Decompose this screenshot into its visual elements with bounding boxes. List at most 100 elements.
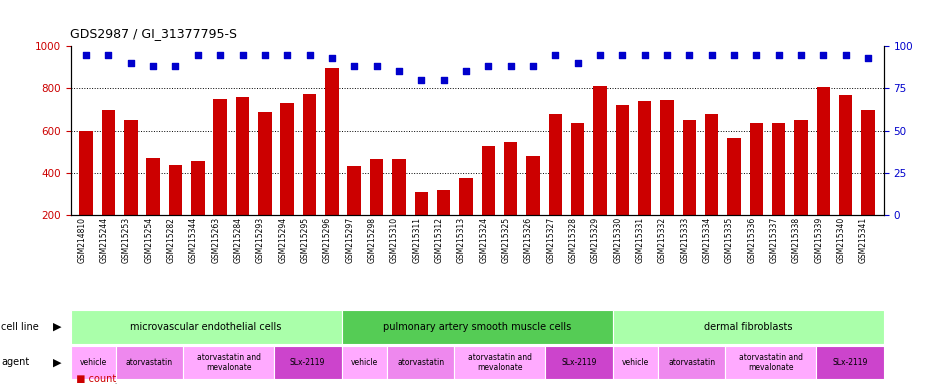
Bar bbox=[341, 310, 613, 344]
Text: ■ count: ■ count bbox=[70, 374, 117, 384]
Bar bbox=[325, 68, 338, 257]
Bar bbox=[70, 346, 116, 379]
Text: GSM215311: GSM215311 bbox=[413, 217, 421, 263]
Text: GSM215296: GSM215296 bbox=[322, 217, 332, 263]
Point bbox=[414, 77, 429, 83]
Text: GSM215328: GSM215328 bbox=[569, 217, 577, 263]
Bar bbox=[705, 114, 718, 257]
Text: atorvastatin: atorvastatin bbox=[397, 358, 444, 367]
Text: GSM215325: GSM215325 bbox=[502, 217, 510, 263]
Point bbox=[436, 77, 451, 83]
Text: SLx-2119: SLx-2119 bbox=[290, 358, 325, 367]
Point bbox=[212, 51, 227, 58]
Text: GSM215335: GSM215335 bbox=[725, 217, 734, 263]
Bar bbox=[454, 346, 545, 379]
Point bbox=[79, 51, 94, 58]
Text: GSM215329: GSM215329 bbox=[591, 217, 600, 263]
Point bbox=[525, 63, 540, 70]
Bar bbox=[613, 346, 658, 379]
Bar bbox=[70, 310, 341, 344]
Text: atorvastatin and
mevalonate: atorvastatin and mevalonate bbox=[467, 353, 532, 372]
Bar bbox=[437, 190, 450, 257]
Text: count: count bbox=[91, 383, 118, 384]
Bar bbox=[348, 167, 361, 257]
Bar bbox=[794, 121, 807, 257]
Text: GSM215254: GSM215254 bbox=[144, 217, 153, 263]
Bar bbox=[459, 178, 473, 257]
Bar bbox=[571, 122, 585, 257]
Bar bbox=[386, 346, 454, 379]
Point bbox=[704, 51, 719, 58]
Text: GSM215326: GSM215326 bbox=[524, 217, 533, 263]
Point bbox=[324, 55, 339, 61]
Text: GSM215253: GSM215253 bbox=[122, 217, 131, 263]
Bar bbox=[392, 159, 405, 257]
Point bbox=[302, 51, 317, 58]
Text: ■: ■ bbox=[75, 383, 85, 384]
Text: GSM215297: GSM215297 bbox=[345, 217, 354, 263]
Text: GSM215293: GSM215293 bbox=[256, 217, 265, 263]
Text: GSM215284: GSM215284 bbox=[233, 217, 243, 263]
Point bbox=[793, 51, 808, 58]
Point bbox=[235, 51, 250, 58]
Point bbox=[280, 51, 295, 58]
Text: GSM215244: GSM215244 bbox=[100, 217, 108, 263]
Bar bbox=[545, 346, 613, 379]
Point bbox=[459, 68, 474, 74]
Point bbox=[659, 51, 674, 58]
Point bbox=[749, 51, 764, 58]
Bar bbox=[549, 114, 562, 257]
Text: atorvastatin and
mevalonate: atorvastatin and mevalonate bbox=[739, 353, 803, 372]
Point bbox=[347, 63, 362, 70]
Bar bbox=[415, 192, 428, 257]
Text: cell line: cell line bbox=[1, 322, 39, 332]
Point bbox=[146, 63, 161, 70]
Text: GSM215332: GSM215332 bbox=[658, 217, 666, 263]
Bar bbox=[102, 111, 116, 257]
Text: SLx-2119: SLx-2119 bbox=[561, 358, 596, 367]
Bar bbox=[613, 310, 884, 344]
Point bbox=[592, 51, 607, 58]
Bar bbox=[838, 94, 853, 257]
Text: GSM215294: GSM215294 bbox=[278, 217, 288, 263]
Point bbox=[816, 51, 831, 58]
Point bbox=[682, 51, 697, 58]
Text: pulmonary artery smooth muscle cells: pulmonary artery smooth muscle cells bbox=[383, 322, 572, 332]
Bar bbox=[481, 146, 495, 257]
Bar bbox=[504, 142, 517, 257]
Bar bbox=[169, 165, 182, 257]
Bar bbox=[816, 346, 884, 379]
Text: GSM215344: GSM215344 bbox=[189, 217, 197, 263]
Bar bbox=[191, 161, 205, 257]
Text: GSM215336: GSM215336 bbox=[747, 217, 757, 263]
Text: GSM215327: GSM215327 bbox=[546, 217, 556, 263]
Text: vehicle: vehicle bbox=[621, 358, 649, 367]
Text: GSM215339: GSM215339 bbox=[814, 217, 823, 263]
Point bbox=[480, 63, 495, 70]
Text: GSM215312: GSM215312 bbox=[434, 217, 444, 263]
Bar bbox=[526, 156, 540, 257]
Bar bbox=[772, 122, 785, 257]
Point bbox=[168, 63, 183, 70]
Point bbox=[838, 51, 854, 58]
Bar bbox=[303, 94, 316, 257]
Bar bbox=[682, 121, 696, 257]
Bar bbox=[116, 346, 183, 379]
Point bbox=[369, 63, 384, 70]
Text: dermal fibroblasts: dermal fibroblasts bbox=[704, 322, 792, 332]
Bar bbox=[616, 105, 629, 257]
Text: GSM215313: GSM215313 bbox=[457, 217, 466, 263]
Point bbox=[860, 55, 875, 61]
Text: ▶: ▶ bbox=[53, 358, 61, 367]
Text: GSM215331: GSM215331 bbox=[635, 217, 645, 263]
Bar bbox=[258, 112, 272, 257]
Text: ▶: ▶ bbox=[53, 322, 61, 332]
Bar bbox=[213, 99, 227, 257]
Text: GSM215295: GSM215295 bbox=[301, 217, 309, 263]
Point bbox=[190, 51, 205, 58]
Bar bbox=[280, 103, 294, 257]
Bar bbox=[658, 346, 726, 379]
Bar bbox=[147, 158, 160, 257]
Text: GSM215324: GSM215324 bbox=[479, 217, 488, 263]
Text: GSM215282: GSM215282 bbox=[166, 217, 176, 263]
